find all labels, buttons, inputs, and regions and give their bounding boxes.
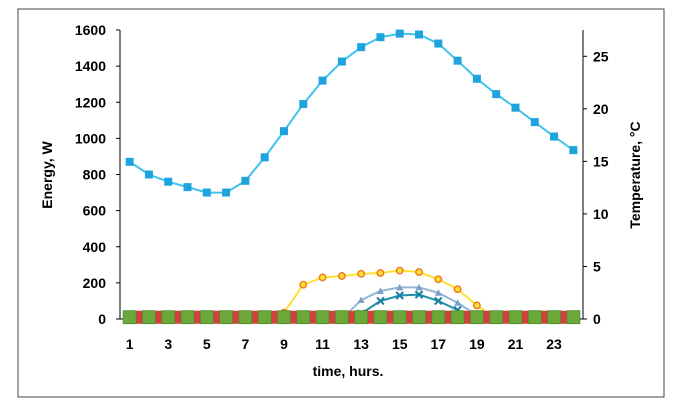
- y-right-tick-label: 15: [593, 153, 609, 169]
- series-4-point: [490, 311, 503, 324]
- series-4-point: [162, 311, 175, 324]
- x-tick-label: 5: [203, 336, 211, 352]
- series-0-point: [396, 30, 404, 38]
- x-tick-label: 19: [469, 336, 485, 352]
- y-axis-right-title: Temperature, °C: [627, 121, 643, 228]
- series-1-point: [454, 286, 460, 292]
- series-0-point: [145, 171, 153, 179]
- series-0-point: [184, 183, 192, 191]
- series-4-point: [316, 311, 329, 324]
- series-0-point: [531, 118, 539, 126]
- y-right-tick-label: 10: [593, 206, 609, 222]
- y-left-tick-label: 1000: [75, 130, 106, 146]
- series-1-point: [319, 274, 325, 280]
- series-4-point: [355, 311, 368, 324]
- x-tick-label: 7: [241, 336, 249, 352]
- series-0-point: [550, 133, 558, 141]
- series-4-point: [432, 311, 445, 324]
- series-4-point: [335, 311, 348, 324]
- series-0-point: [454, 57, 462, 65]
- x-tick-label: 3: [164, 336, 172, 352]
- x-tick-label: 15: [392, 336, 408, 352]
- series-0-point: [222, 189, 230, 197]
- y-left-tick-label: 1200: [75, 94, 106, 110]
- series-4-point: [181, 311, 194, 324]
- series-4-point: [297, 311, 310, 324]
- series-4-point: [200, 311, 213, 324]
- series-0-point: [569, 146, 577, 154]
- series-0-point: [280, 127, 288, 135]
- series-0-point: [415, 31, 423, 39]
- series-1-point: [300, 281, 306, 287]
- series-0-point: [261, 153, 269, 161]
- y-axis-left-title: Energy, W: [39, 141, 55, 209]
- y-left-tick-label: 0: [98, 311, 106, 327]
- series-4-point: [393, 311, 406, 324]
- y-left-tick-label: 800: [83, 167, 107, 183]
- series-0-point: [164, 178, 172, 186]
- series-1-point: [397, 267, 403, 273]
- series-0-point: [434, 40, 442, 48]
- series-0-point: [299, 100, 307, 108]
- series-0-point: [511, 104, 519, 112]
- series-4-point: [548, 311, 561, 324]
- series-4-point: [528, 311, 541, 324]
- series-1-point: [416, 269, 422, 275]
- y-left-tick-label: 400: [83, 239, 107, 255]
- y-left-tick-label: 1400: [75, 58, 106, 74]
- series-4-point: [220, 311, 233, 324]
- series-0-point: [241, 177, 249, 185]
- y-right-tick-label: 25: [593, 48, 609, 64]
- series-0-point: [357, 43, 365, 51]
- y-right-tick-label: 5: [593, 258, 601, 274]
- series-1-point: [339, 273, 345, 279]
- series-4-point: [470, 311, 483, 324]
- chart-border: [18, 9, 664, 397]
- y-right-tick-label: 20: [593, 101, 609, 117]
- series-4-point: [258, 311, 271, 324]
- x-tick-label: 9: [280, 336, 288, 352]
- series-4-point: [239, 311, 252, 324]
- series-0-point: [376, 33, 384, 41]
- y-left-tick-label: 600: [83, 203, 107, 219]
- series-0-point: [319, 77, 327, 85]
- series-0-point: [203, 189, 211, 197]
- x-tick-label: 1: [126, 336, 134, 352]
- x-tick-label: 13: [353, 336, 369, 352]
- series-4-point: [451, 311, 464, 324]
- series-4-point: [277, 311, 290, 324]
- x-axis-title: time, hurs.: [313, 363, 384, 379]
- y-left-tick-label: 200: [83, 275, 107, 291]
- series-4-point: [413, 311, 426, 324]
- series-1-point: [435, 276, 441, 282]
- series-0-point: [126, 158, 134, 166]
- series-4-point: [123, 311, 136, 324]
- y-left-tick-label: 1600: [75, 22, 106, 38]
- series-0-point: [338, 58, 346, 66]
- series-4-point: [567, 311, 580, 324]
- series-4-point: [374, 311, 387, 324]
- x-tick-label: 23: [546, 336, 562, 352]
- series-1-point: [474, 302, 480, 308]
- x-tick-label: 21: [508, 336, 524, 352]
- y-right-tick-label: 0: [593, 311, 601, 327]
- series-1-point: [358, 271, 364, 277]
- series-0-point: [473, 75, 481, 83]
- series-1-point: [377, 270, 383, 276]
- series-4-point: [509, 311, 522, 324]
- x-tick-label: 11: [315, 336, 330, 352]
- series-0-point: [492, 90, 500, 98]
- series-4-point: [142, 311, 155, 324]
- x-tick-label: 17: [431, 336, 447, 352]
